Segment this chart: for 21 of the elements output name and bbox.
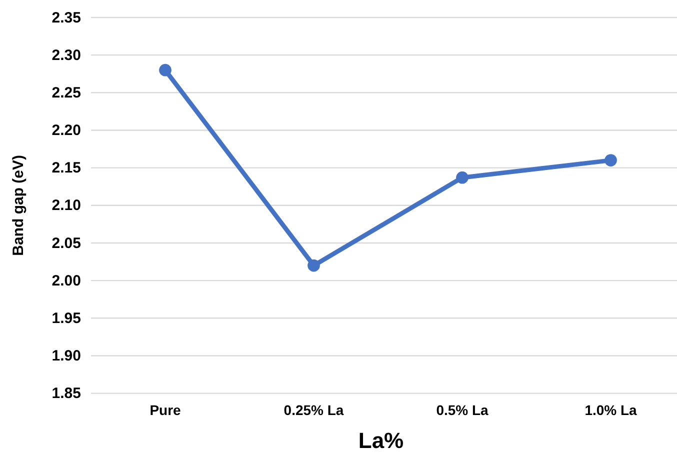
- y-axis-title: Band gap (eV): [10, 154, 27, 256]
- y-tick-label: 2.30: [52, 46, 81, 64]
- y-tick-label: 1.90: [52, 348, 81, 365]
- y-tick-label: 2.35: [52, 9, 81, 26]
- y-tick-label: 1.95: [52, 310, 81, 327]
- x-tick-label: 0.5% La: [436, 402, 489, 418]
- point: [604, 154, 617, 166]
- x-tick-label: 1.0% La: [584, 402, 638, 418]
- y-tick-label: 2.25: [52, 84, 81, 102]
- x-tick-label: 0.25% La: [284, 402, 344, 418]
- point: [308, 259, 320, 272]
- y-tick-label: 2.05: [52, 234, 81, 252]
- y-tick-label: 2.00: [52, 272, 81, 290]
- y-tick-label: 2.15: [52, 160, 81, 177]
- y-tick-label: 2.20: [52, 122, 81, 140]
- y-tick-label: 1.85: [52, 385, 81, 402]
- y-tick-label: 2.10: [52, 197, 81, 214]
- point: [159, 64, 172, 76]
- x-tick-label: Pure: [150, 402, 182, 418]
- point: [456, 171, 468, 184]
- x-axis-title: La%: [358, 428, 404, 453]
